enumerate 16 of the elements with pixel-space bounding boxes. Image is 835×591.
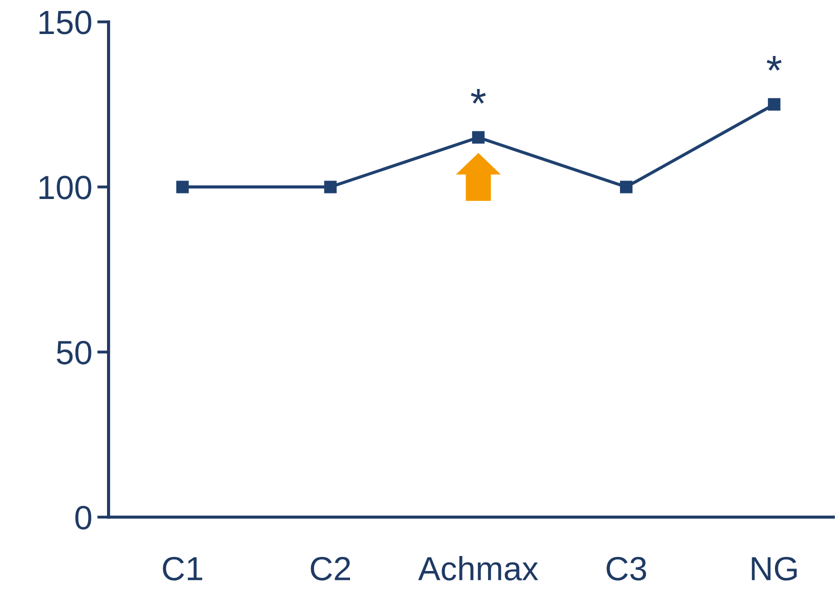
y-tick-label: 50: [56, 340, 92, 364]
x-tick-label: Achmax: [418, 556, 538, 580]
y-tick-label: 0: [75, 506, 92, 530]
annotation: *: [470, 89, 486, 104]
annotation: *: [766, 56, 782, 71]
y-tick-label: 150: [40, 10, 92, 34]
point: [176, 180, 189, 194]
y-tick-label: 100: [40, 176, 92, 200]
x-tick-label: C3: [606, 556, 646, 580]
x-tick-label: NG: [752, 556, 797, 580]
point: [472, 131, 485, 144]
point: [768, 98, 780, 111]
x-tick-label: C1: [162, 556, 202, 580]
point: [620, 180, 632, 194]
x-tick-label: C2: [310, 556, 350, 580]
point: [324, 180, 337, 194]
